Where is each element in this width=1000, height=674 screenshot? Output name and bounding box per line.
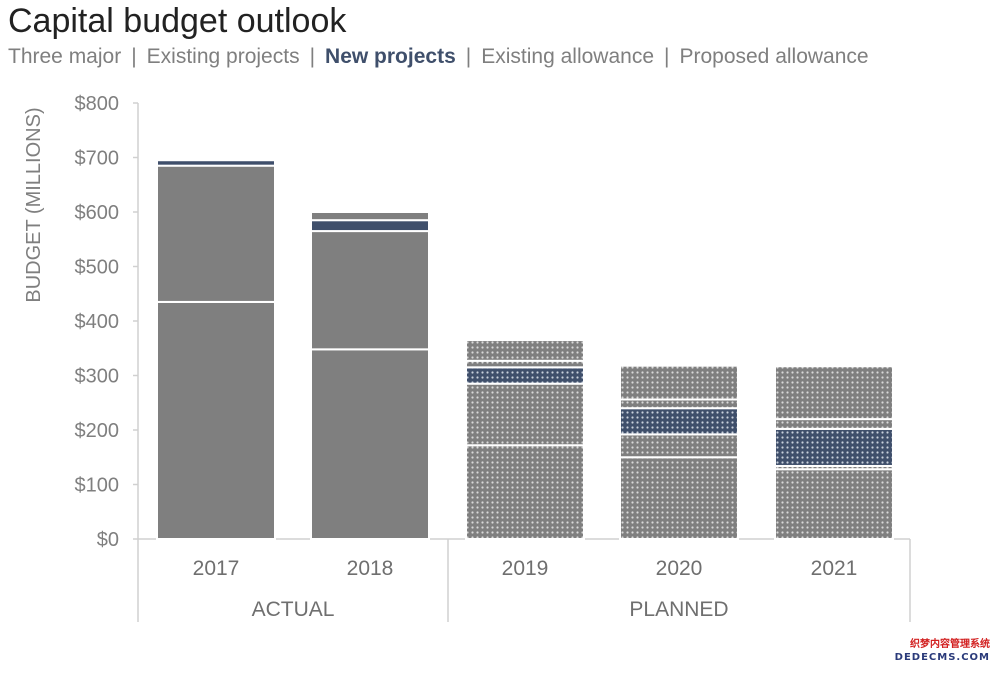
bar-segment — [310, 230, 430, 351]
legend-separator: | — [309, 45, 316, 68]
group-label: PLANNED — [629, 598, 728, 621]
y-tick-label: $200 — [75, 420, 120, 442]
legend-separator: | — [131, 45, 137, 68]
legend-item-three-major: Three major — [8, 45, 122, 68]
x-tick-label: 2017 — [193, 557, 240, 580]
bar-segment — [774, 418, 894, 430]
watermark: 织梦内容管理系统 DEDECMS.COM — [886, 638, 990, 664]
bar-segment — [619, 398, 739, 410]
bar-segment — [619, 433, 739, 459]
bar-segment — [465, 382, 585, 447]
watermark-cn: 织梦内容管理系统 — [910, 639, 990, 650]
y-tick-label: $600 — [75, 202, 120, 224]
y-tick-label: $300 — [75, 366, 120, 388]
bar-segment — [310, 211, 430, 222]
watermark-en: DEDECMS.COM — [894, 652, 990, 663]
bar-segment — [619, 407, 739, 436]
bar-segment — [465, 339, 585, 362]
bar-segment — [156, 300, 276, 540]
group-label: ACTUAL — [252, 598, 335, 621]
legend: Three major | Existing projects | New projec… — [8, 45, 869, 69]
legend-item-existing-allowance: Existing allowance — [481, 45, 654, 68]
y-tick-label: $500 — [75, 257, 120, 279]
x-tick-label: 2018 — [347, 557, 394, 580]
y-tick-label: $100 — [75, 475, 120, 497]
x-tick-label: 2020 — [656, 557, 703, 580]
legend-item-proposed-allowance: Proposed allowance — [679, 45, 869, 68]
x-tick-label: 2021 — [811, 557, 858, 580]
bar-segment — [310, 348, 430, 540]
bar-segment — [619, 364, 739, 401]
chart-title: Capital budget outlook — [8, 2, 347, 40]
y-axis-title: BUDGET (MILLIONS) — [23, 107, 45, 302]
y-tick-label: $800 — [75, 93, 120, 115]
bar-segment — [156, 164, 276, 303]
bar-segment — [465, 444, 585, 541]
bar-segment — [465, 366, 585, 385]
bar-segment — [156, 159, 276, 167]
legend-separator: | — [664, 45, 670, 68]
y-tick-label: $700 — [75, 148, 120, 170]
bar-segment — [774, 427, 894, 467]
x-tick-label: 2019 — [502, 557, 549, 580]
y-tick-label: $400 — [75, 311, 120, 333]
bar-segment — [619, 456, 739, 540]
legend-item-existing-projects: Existing projects — [146, 45, 300, 68]
bar-segment — [774, 365, 894, 421]
legend-item-new-projects: New projects — [325, 45, 456, 68]
bar-segment — [310, 219, 430, 233]
bar-segment — [774, 468, 894, 540]
y-tick-label: $0 — [97, 529, 119, 551]
legend-separator: | — [465, 45, 472, 68]
